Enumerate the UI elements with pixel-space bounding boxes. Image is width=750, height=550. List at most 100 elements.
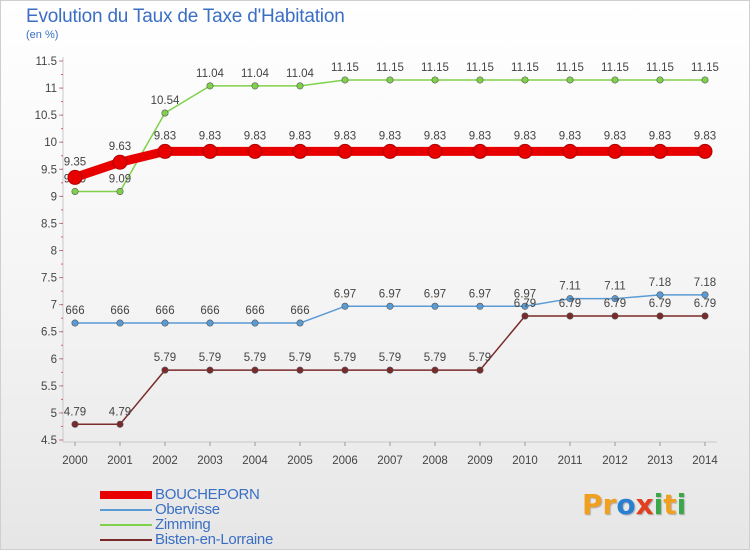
- x-tick-label: 2002: [152, 455, 178, 467]
- data-point: [71, 420, 79, 428]
- data-label: 6.79: [514, 298, 536, 310]
- data-point: [701, 312, 709, 320]
- data-label: 9.83: [334, 130, 356, 142]
- y-tick-label: 9.5: [41, 164, 57, 176]
- data-label: 11.15: [646, 62, 674, 74]
- data-point: [521, 302, 529, 310]
- data-label: 11.15: [601, 62, 629, 74]
- data-point: [251, 82, 259, 90]
- data-label: 9.63: [109, 141, 131, 153]
- legend-label: Obervisse: [155, 501, 220, 518]
- y-tick-label: 7.5: [41, 273, 57, 285]
- data-point: [472, 143, 488, 159]
- data-label: 4.79: [64, 406, 86, 418]
- data-label: 11.15: [421, 62, 449, 74]
- data-label: 11.04: [286, 68, 315, 80]
- y-tick-label: 7: [51, 300, 57, 312]
- y-tick-label: 4.5: [41, 435, 57, 447]
- data-label: 6.97: [424, 288, 446, 300]
- data-point: [476, 366, 484, 374]
- data-label: 6.97: [379, 288, 401, 300]
- data-point: [71, 319, 79, 327]
- y-tick-label: 11: [45, 83, 57, 95]
- data-point: [701, 291, 709, 299]
- data-point: [517, 143, 533, 159]
- data-point: [652, 143, 668, 159]
- legend-label: BOUCHEPORN: [155, 486, 260, 503]
- data-label: 11.15: [376, 62, 404, 74]
- data-label: 11.04: [241, 68, 270, 80]
- data-label: 5.79: [289, 352, 311, 364]
- data-point: [112, 154, 128, 170]
- data-label: 9.83: [469, 130, 491, 142]
- data-label: 9.09: [109, 173, 131, 185]
- data-point: [161, 109, 169, 117]
- data-label: 6.79: [694, 298, 716, 310]
- data-label: 9.35: [64, 156, 86, 168]
- legend-swatch: [100, 491, 152, 499]
- proxiti-logo: Proxiti: [582, 488, 686, 521]
- data-point: [161, 366, 169, 374]
- data-point: [607, 143, 623, 159]
- data-point: [566, 295, 574, 303]
- y-tick-label: 8: [51, 246, 57, 258]
- data-point: [296, 366, 304, 374]
- data-point: [386, 366, 394, 374]
- logo-letter: i: [676, 488, 687, 521]
- data-label: 11.15: [466, 62, 494, 74]
- data-label: 10.54: [151, 95, 180, 107]
- data-point: [431, 76, 439, 84]
- data-label: 6.97: [514, 288, 536, 300]
- data-label: 9.83: [199, 130, 221, 142]
- data-point: [116, 319, 124, 327]
- x-tick-label: 2008: [422, 455, 448, 467]
- data-label: 5.79: [244, 352, 266, 364]
- data-point: [382, 143, 398, 159]
- legend-label: Bisten-en-Lorraine: [155, 531, 273, 548]
- data-point: [206, 319, 214, 327]
- logo-letter: i: [653, 488, 664, 521]
- chart-unit: (en %): [26, 29, 59, 41]
- data-point: [296, 319, 304, 327]
- data-point: [161, 319, 169, 327]
- data-point: [521, 312, 529, 320]
- data-point: [116, 187, 124, 195]
- data-point: [206, 366, 214, 374]
- y-tick-label: 5: [51, 408, 57, 420]
- x-tick-label: 2009: [467, 455, 493, 467]
- data-label: 9.83: [154, 130, 176, 142]
- data-point: [202, 143, 218, 159]
- x-tick-label: 2012: [602, 455, 628, 467]
- data-point: [656, 76, 664, 84]
- x-tick-label: 2000: [62, 455, 88, 467]
- data-point: [386, 302, 394, 310]
- x-tick-label: 2004: [242, 455, 268, 467]
- data-label: 6.97: [334, 288, 356, 300]
- data-label: 5.79: [334, 352, 356, 364]
- data-point: [296, 82, 304, 90]
- x-tick-label: 2010: [512, 455, 538, 467]
- legend-item: Obervisse: [100, 501, 360, 518]
- data-point: [476, 76, 484, 84]
- data-label: 9.83: [514, 130, 536, 142]
- x-tick-label: 2003: [197, 455, 223, 467]
- data-point: [251, 366, 259, 374]
- y-tick-label: 11.5: [35, 56, 57, 68]
- data-label: 5.79: [424, 352, 446, 364]
- data-label: 11.15: [511, 62, 539, 74]
- data-point: [292, 143, 308, 159]
- legend-swatch: [100, 509, 152, 511]
- data-label: 7.11: [604, 281, 626, 293]
- data-label: 6.79: [649, 298, 671, 310]
- legend: BOUCHEPORN Obervisse Zimming Bisten-en-Lorr…: [100, 486, 360, 548]
- data-label: 5.79: [379, 352, 401, 364]
- data-label: 9.83: [559, 130, 581, 142]
- data-point: [157, 143, 173, 159]
- data-label: 7.18: [694, 277, 716, 289]
- data-label: 9.83: [694, 130, 716, 142]
- data-point: [431, 366, 439, 374]
- data-point: [566, 312, 574, 320]
- logo-letter: t: [663, 488, 677, 521]
- logo-letter: P: [582, 488, 603, 521]
